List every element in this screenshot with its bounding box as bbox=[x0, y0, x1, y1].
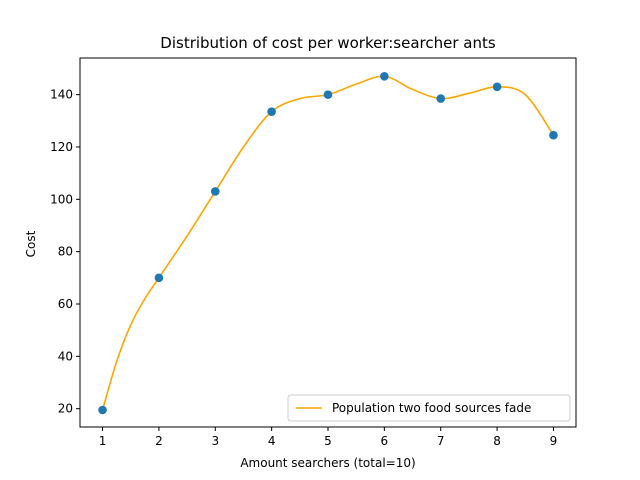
x-tick-label-7: 7 bbox=[437, 434, 445, 448]
x-tick-label-1: 1 bbox=[99, 434, 107, 448]
scatter-point-7 bbox=[436, 94, 446, 103]
y-tick-label-140: 140 bbox=[50, 88, 73, 102]
scatter-point-1 bbox=[98, 405, 107, 415]
y-tick-label-20: 20 bbox=[58, 402, 73, 416]
x-tick-label-2: 2 bbox=[155, 434, 163, 448]
chart-title: Distribution of cost per worker:searcher… bbox=[160, 34, 496, 52]
legend: Population two food sources fade bbox=[287, 394, 571, 422]
scatter-point-5 bbox=[323, 90, 333, 99]
scatter-point-4 bbox=[267, 107, 276, 116]
scatter-point-6 bbox=[380, 72, 389, 81]
legend-box bbox=[287, 394, 571, 422]
x-tick-label-5: 5 bbox=[324, 434, 332, 448]
x-tick-label-6: 6 bbox=[381, 434, 389, 448]
y-tick-label-80: 80 bbox=[58, 245, 73, 259]
x-tick-label-3: 3 bbox=[211, 434, 219, 448]
series-line-population-two-food-sources-fade bbox=[101, 75, 555, 411]
x-tick-label-4: 4 bbox=[268, 434, 276, 448]
scatter-point-2 bbox=[154, 273, 164, 283]
legend-label: Population two food sources fade bbox=[332, 401, 531, 415]
scatter-point-9 bbox=[549, 130, 558, 140]
y-axis-label: Cost bbox=[24, 230, 38, 257]
y-tick-label-100: 100 bbox=[50, 192, 73, 206]
y-tick-label-120: 120 bbox=[50, 140, 73, 154]
axis-ticks: 1 2 3 4 5 6 7 8 9 20 40 60 80 100 120 140 bbox=[50, 88, 557, 448]
y-tick-label-40: 40 bbox=[58, 349, 73, 363]
scatter-point-3 bbox=[210, 187, 220, 196]
x-tick-label-9: 9 bbox=[550, 434, 558, 448]
y-tick-label-60: 60 bbox=[58, 297, 73, 311]
scatter-point-8 bbox=[492, 82, 502, 92]
x-axis-label: Amount searchers (total=10) bbox=[240, 456, 415, 470]
x-tick-label-8: 8 bbox=[493, 434, 501, 448]
